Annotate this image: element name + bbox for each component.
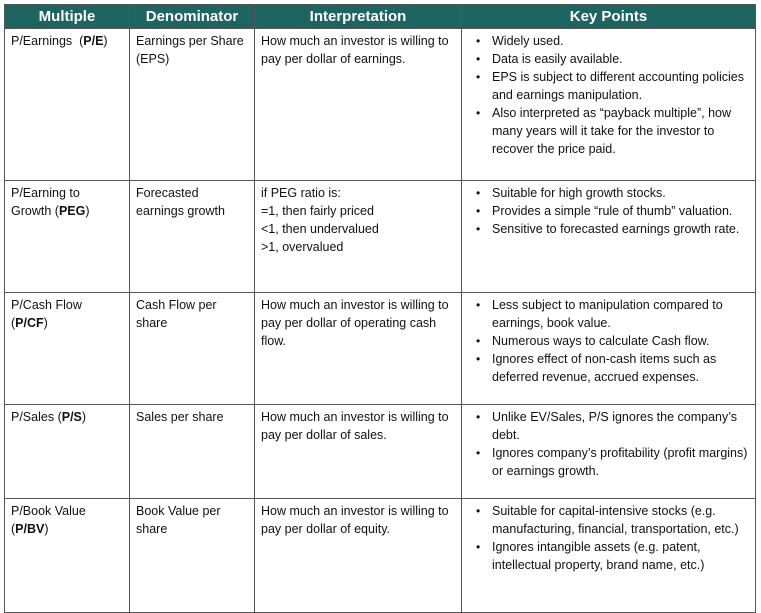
key-point: Sensitive to forecasted earnings growth … bbox=[474, 220, 749, 238]
header-multiple: Multiple bbox=[4, 4, 130, 29]
multiple-cell: P/Earnings (P/E) bbox=[4, 28, 130, 181]
multiple-abbr: PEG bbox=[58, 204, 86, 218]
key-point: Ignores company’s profitability (profit … bbox=[474, 444, 749, 480]
key-point: Also interpreted as “payback multiple”, … bbox=[474, 104, 749, 158]
multiple-cell: P/Earning to Growth (PEG) bbox=[4, 180, 130, 293]
valuation-multiples-table: Multiple Denominator Interpretation Key … bbox=[4, 4, 756, 613]
header-row: Multiple Denominator Interpretation Key … bbox=[4, 4, 756, 29]
header-denominator: Denominator bbox=[129, 4, 255, 29]
key-points-list: Suitable for capital-intensive stocks (e… bbox=[468, 502, 749, 574]
multiple-abbr: P/E bbox=[83, 34, 104, 48]
key-points-list: Unlike EV/Sales, P/S ignores the company… bbox=[468, 408, 749, 480]
table-row: P/Sales (P/S) Sales per share How much a… bbox=[4, 404, 756, 499]
interpretation-cell: How much an investor is willing to pay p… bbox=[254, 498, 462, 613]
key-points-list: Less subject to manipulation compared to… bbox=[468, 296, 749, 386]
key-point: Widely used. bbox=[474, 32, 749, 50]
key-point: Numerous ways to calculate Cash flow. bbox=[474, 332, 749, 350]
denominator-cell: Book Value per share bbox=[129, 498, 255, 613]
key-point: Suitable for capital-intensive stocks (e… bbox=[474, 502, 749, 538]
interpretation-cell: How much an investor is willing to pay p… bbox=[254, 404, 462, 499]
multiple-name: P/Book Value bbox=[11, 504, 86, 518]
interpretation-line: How much an investor is willing to pay p… bbox=[261, 298, 449, 348]
multiple-abbr: P/S bbox=[61, 410, 82, 424]
header-interpretation: Interpretation bbox=[254, 4, 462, 29]
key-point: Suitable for high growth stocks. bbox=[474, 184, 749, 202]
denominator-cell: Cash Flow per share bbox=[129, 292, 255, 405]
key-point: Provides a simple “rule of thumb” valuat… bbox=[474, 202, 749, 220]
interpretation-line: if PEG ratio is: bbox=[261, 186, 341, 200]
table-row: P/Book Value (P/BV) Book Value per share … bbox=[4, 498, 756, 613]
interpretation-cell: if PEG ratio is: =1, then fairly priced … bbox=[254, 180, 462, 293]
key-point: Data is easily available. bbox=[474, 50, 749, 68]
interpretation-line: How much an investor is willing to pay p… bbox=[261, 34, 449, 66]
key-point: EPS is subject to different accounting p… bbox=[474, 68, 749, 104]
key-point: Ignores intangible assets (e.g. patent, … bbox=[474, 538, 749, 574]
key-points-cell: Less subject to manipulation compared to… bbox=[461, 292, 756, 405]
denominator-cell: Earnings per Share (EPS) bbox=[129, 28, 255, 181]
multiple-name: P/Earning to Growth bbox=[11, 186, 80, 218]
multiple-cell: P/Book Value (P/BV) bbox=[4, 498, 130, 613]
key-points-cell: Suitable for capital-intensive stocks (e… bbox=[461, 498, 756, 613]
multiple-cell: P/Sales (P/S) bbox=[4, 404, 130, 499]
interpretation-cell: How much an investor is willing to pay p… bbox=[254, 292, 462, 405]
multiple-cell: P/Cash Flow (P/CF) bbox=[4, 292, 130, 405]
table-row: P/Cash Flow (P/CF) Cash Flow per share Ho… bbox=[4, 292, 756, 405]
key-points-cell: Unlike EV/Sales, P/S ignores the company… bbox=[461, 404, 756, 499]
multiple-abbr: P/CF bbox=[15, 316, 44, 330]
interpretation-line: =1, then fairly priced bbox=[261, 204, 374, 218]
multiple-name: P/Sales bbox=[11, 410, 55, 424]
denominator-cell: Sales per share bbox=[129, 404, 255, 499]
key-points-list: Widely used. Data is easily available. E… bbox=[468, 32, 749, 158]
key-points-list: Suitable for high growth stocks. Provide… bbox=[468, 184, 749, 238]
key-point: Less subject to manipulation compared to… bbox=[474, 296, 749, 332]
multiple-name: P/Earnings bbox=[11, 34, 73, 48]
multiple-abbr: P/BV bbox=[15, 522, 45, 536]
interpretation-cell: How much an investor is willing to pay p… bbox=[254, 28, 462, 181]
table-row: P/Earning to Growth (PEG) Forecasted ear… bbox=[4, 180, 756, 293]
key-points-cell: Widely used. Data is easily available. E… bbox=[461, 28, 756, 181]
interpretation-line: <1, then undervalued bbox=[261, 222, 379, 236]
interpretation-line: How much an investor is willing to pay p… bbox=[261, 410, 449, 442]
interpretation-line: >1, overvalued bbox=[261, 240, 344, 254]
multiple-name: P/Cash Flow bbox=[11, 298, 82, 312]
key-point: Unlike EV/Sales, P/S ignores the company… bbox=[474, 408, 749, 444]
table-row: P/Earnings (P/E) Earnings per Share (EPS… bbox=[4, 28, 756, 181]
interpretation-line: How much an investor is willing to pay p… bbox=[261, 504, 449, 536]
denominator-cell: Forecasted earnings growth bbox=[129, 180, 255, 293]
key-point: Ignores effect of non-cash items such as… bbox=[474, 350, 749, 386]
header-key-points: Key Points bbox=[461, 4, 756, 29]
key-points-cell: Suitable for high growth stocks. Provide… bbox=[461, 180, 756, 293]
